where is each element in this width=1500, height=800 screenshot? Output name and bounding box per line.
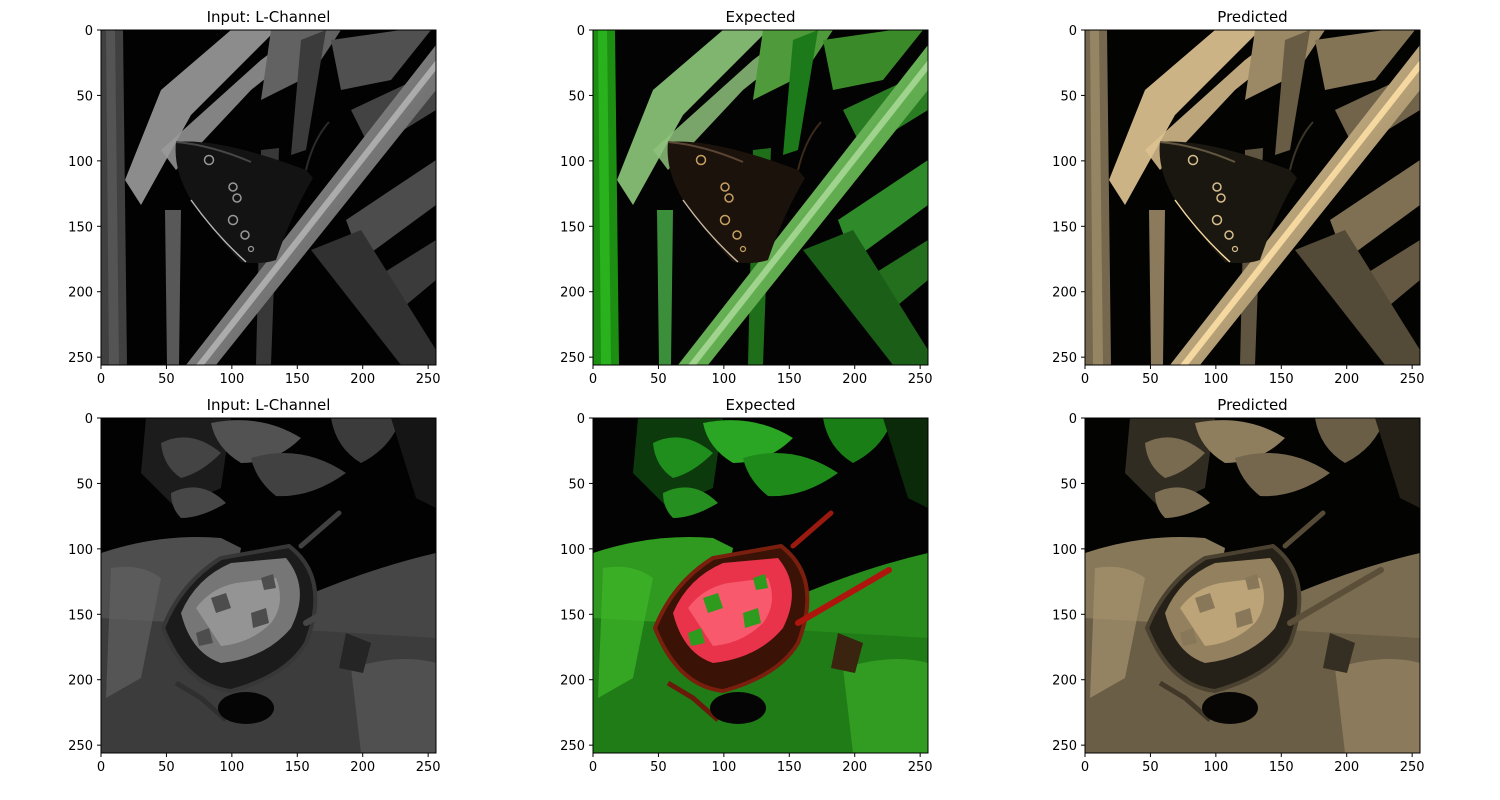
- x-tick-label: 50: [1142, 372, 1159, 387]
- panel-image: [593, 418, 928, 753]
- subplot-panel: Expected 0 50 100 150 200 250 0 50 100 150 200 250: [560, 396, 932, 775]
- panel-image: [1085, 418, 1420, 753]
- subplot-panel: Input: L-Channel 0 50 100 150 200 250 0 50 100 150…: [68, 8, 440, 387]
- y-tick-label: 100: [1052, 155, 1077, 170]
- y-tick-label: 100: [1052, 543, 1077, 558]
- x-tick-label: 150: [285, 760, 310, 775]
- subplot-panel: Input: L-Channel 0 50 100 150 200 250 0 50 100 150…: [68, 396, 440, 775]
- x-tick-label: 150: [1269, 372, 1294, 387]
- scene-wheelbarrow-image: [1085, 418, 1420, 753]
- y-tick-label: 250: [1052, 351, 1077, 366]
- y-tick-label: 0: [577, 24, 585, 39]
- y-tick-label: 200: [68, 286, 93, 301]
- y-tick-label: 100: [68, 155, 93, 170]
- y-tick-label: 0: [577, 412, 585, 427]
- x-tick-label: 100: [219, 760, 244, 775]
- y-tick-label: 200: [560, 674, 585, 689]
- x-tick-label: 50: [158, 760, 175, 775]
- panel-title: Input: L-Channel: [207, 8, 331, 26]
- x-tick-label: 200: [842, 760, 867, 775]
- panel-title: Input: L-Channel: [207, 396, 331, 414]
- x-tick-label: 0: [589, 760, 597, 775]
- x-tick-label: 100: [1203, 760, 1228, 775]
- y-tick-label: 50: [1060, 477, 1077, 492]
- y-tick-label: 100: [68, 543, 93, 558]
- x-tick-label: 250: [1400, 760, 1425, 775]
- y-tick-label: 200: [68, 674, 93, 689]
- scene-wheelbarrow-image: [101, 418, 436, 753]
- x-tick-label: 200: [350, 372, 375, 387]
- y-tick-label: 150: [560, 220, 585, 235]
- x-tick-label: 250: [908, 760, 933, 775]
- y-tick-label: 250: [560, 351, 585, 366]
- subplot-panel: Predicted 0 50 100 150 200 250 0 50 100 150 200 250: [1052, 8, 1424, 387]
- y-tick-label: 150: [68, 220, 93, 235]
- x-tick-label: 150: [777, 760, 802, 775]
- y-tick-label: 250: [68, 351, 93, 366]
- x-tick-label: 250: [908, 372, 933, 387]
- panel-grid: Input: L-Channel 0 50 100 150 200 250 0 50 100 150…: [68, 8, 1424, 775]
- y-tick-label: 0: [85, 24, 93, 39]
- panel-title: Expected: [726, 396, 796, 414]
- panel-image: [101, 418, 436, 753]
- x-tick-label: 200: [1334, 760, 1359, 775]
- x-tick-label: 200: [350, 760, 375, 775]
- panel-title: Predicted: [1217, 396, 1287, 414]
- y-tick-label: 250: [560, 739, 585, 754]
- x-tick-label: 0: [1081, 372, 1089, 387]
- x-tick-label: 250: [416, 760, 441, 775]
- x-tick-label: 0: [97, 372, 105, 387]
- y-tick-label: 100: [560, 155, 585, 170]
- scene-butterfly-image: [101, 30, 436, 365]
- panel-image: [1085, 30, 1420, 365]
- scene-butterfly-image: [593, 30, 928, 365]
- y-tick-label: 0: [1069, 412, 1077, 427]
- y-tick-label: 150: [1052, 220, 1077, 235]
- x-tick-label: 100: [711, 760, 736, 775]
- x-tick-label: 150: [777, 372, 802, 387]
- panel-title: Predicted: [1217, 8, 1287, 26]
- y-tick-label: 0: [85, 412, 93, 427]
- x-tick-label: 250: [1400, 372, 1425, 387]
- x-tick-label: 100: [1203, 372, 1228, 387]
- y-tick-label: 50: [568, 477, 585, 492]
- scene-wheelbarrow-image: [593, 418, 928, 753]
- x-tick-label: 50: [650, 372, 667, 387]
- panel-title: Expected: [726, 8, 796, 26]
- y-tick-label: 150: [1052, 608, 1077, 623]
- y-tick-label: 100: [560, 543, 585, 558]
- y-tick-label: 150: [68, 608, 93, 623]
- x-tick-label: 200: [1334, 372, 1359, 387]
- x-tick-label: 0: [1081, 760, 1089, 775]
- x-tick-label: 50: [158, 372, 175, 387]
- x-tick-label: 100: [219, 372, 244, 387]
- panel-image: [101, 30, 436, 365]
- y-tick-label: 200: [1052, 674, 1077, 689]
- x-tick-label: 0: [97, 760, 105, 775]
- scene-butterfly-image: [1085, 30, 1420, 365]
- subplot-panel: Predicted 0 50 100 150 200 250 0 50 100 150 200 250: [1052, 396, 1424, 775]
- y-tick-label: 200: [1052, 286, 1077, 301]
- x-tick-label: 150: [1269, 760, 1294, 775]
- y-tick-label: 50: [568, 89, 585, 104]
- x-tick-label: 0: [589, 372, 597, 387]
- x-tick-label: 250: [416, 372, 441, 387]
- y-tick-label: 150: [560, 608, 585, 623]
- y-tick-label: 50: [1060, 89, 1077, 104]
- y-tick-label: 50: [76, 477, 93, 492]
- x-tick-label: 100: [711, 372, 736, 387]
- y-tick-label: 250: [68, 739, 93, 754]
- y-tick-label: 200: [560, 286, 585, 301]
- x-tick-label: 150: [285, 372, 310, 387]
- subplot-panel: Expected 0 50 100 150 200 250 0 50 100 150 200 250: [560, 8, 932, 387]
- x-tick-label: 50: [1142, 760, 1159, 775]
- y-tick-label: 50: [76, 89, 93, 104]
- x-tick-label: 50: [650, 760, 667, 775]
- x-tick-label: 200: [842, 372, 867, 387]
- y-tick-label: 250: [1052, 739, 1077, 754]
- panel-image: [593, 30, 928, 365]
- y-tick-label: 0: [1069, 24, 1077, 39]
